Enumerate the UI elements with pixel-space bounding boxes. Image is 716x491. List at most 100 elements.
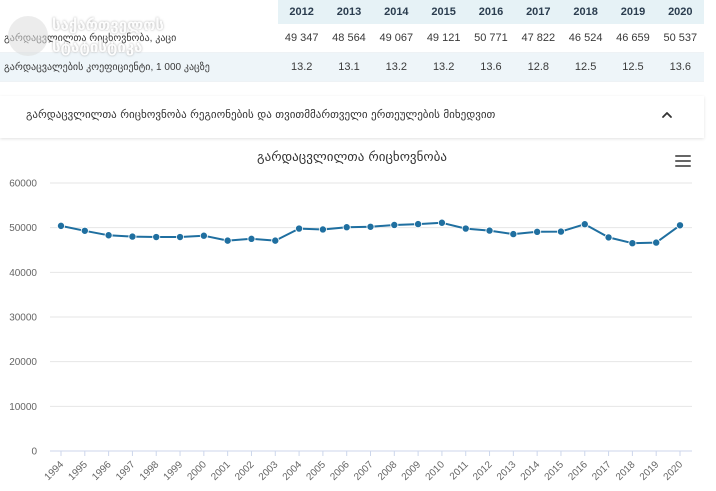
x-tick-label: 2011 [448, 459, 471, 482]
table-header-year: 2017 [514, 0, 562, 24]
data-point [604, 233, 613, 242]
table-cell: 12.5 [561, 52, 610, 82]
table-header-year: 2013 [325, 0, 373, 24]
x-tick-label: 2019 [638, 459, 662, 483]
x-tick-label: 2001 [209, 459, 233, 483]
data-point [580, 220, 589, 229]
data-point [271, 236, 280, 245]
y-tick-label: 20000 [9, 357, 37, 368]
x-tick-label: 1999 [162, 459, 186, 483]
x-tick-label: 2008 [376, 459, 400, 483]
data-point [152, 233, 161, 242]
y-tick-label: 40000 [9, 268, 37, 279]
y-tick-label: 30000 [9, 313, 37, 324]
table-cell: 13.2 [419, 52, 468, 82]
x-tick-label: 2005 [304, 459, 328, 483]
data-point [461, 224, 470, 233]
x-tick-label: 2000 [185, 459, 209, 483]
table-cell: 46 659 [609, 24, 657, 53]
x-tick-label: 2010 [424, 459, 448, 483]
table-header-year: 2015 [419, 0, 468, 24]
stats-table-container: 2012 2013 2014 2015 2016 2017 2018 2019 … [0, 0, 704, 82]
table-header-year: 2016 [467, 0, 515, 24]
chevron-up-icon[interactable] [660, 108, 674, 122]
table-cell: 13.6 [656, 52, 704, 82]
x-tick-label: 2013 [495, 459, 519, 483]
table-cell: 49 121 [419, 24, 468, 53]
table-header-year: 2012 [278, 0, 326, 24]
x-tick-label: 2004 [281, 459, 305, 483]
x-tick-label: 1997 [114, 459, 138, 483]
table-cell: 49 067 [372, 24, 420, 53]
x-tick-label: 2006 [328, 459, 352, 483]
data-point [57, 221, 66, 230]
x-tick-label: 2018 [614, 459, 638, 483]
table-cell: 46 524 [561, 24, 610, 53]
data-point [342, 223, 351, 232]
data-point [390, 220, 399, 229]
table-cell: 49 347 [278, 24, 326, 53]
stats-table: 2012 2013 2014 2015 2016 2017 2018 2019 … [0, 0, 704, 82]
data-point [509, 230, 518, 239]
data-point [556, 227, 565, 236]
data-point [414, 220, 423, 229]
data-point [199, 231, 208, 240]
table-header-blank [0, 0, 278, 24]
data-point [176, 233, 185, 242]
row-label: გარდაცვალების კოეფიციენტი, 1 000 კაცზე [0, 52, 278, 82]
x-tick-label: 2017 [590, 459, 614, 483]
x-tick-label: 2009 [400, 459, 424, 483]
data-point [485, 226, 494, 235]
data-point [652, 238, 661, 247]
x-tick-label: 2015 [543, 459, 567, 483]
menu-bar [675, 160, 691, 162]
table-cell: 50 771 [467, 24, 515, 53]
x-tick-label: 2014 [519, 459, 543, 483]
x-tick-label: 1994 [43, 459, 67, 483]
table-cell: 12.5 [609, 52, 657, 82]
hamburger-menu-icon[interactable] [675, 155, 691, 168]
table-cell: 47 822 [514, 24, 562, 53]
table-header-row: 2012 2013 2014 2015 2016 2017 2018 2019 … [0, 0, 704, 24]
data-point [104, 231, 113, 240]
logo-text-line1: საქართველოს [52, 16, 164, 34]
table-cell: 12.8 [514, 52, 562, 82]
table-header-year: 2019 [609, 0, 657, 24]
table-cell: 48 564 [325, 24, 373, 53]
x-tick-label: 2020 [662, 459, 686, 483]
x-tick-label: 1996 [90, 459, 114, 483]
data-point [295, 224, 304, 233]
y-tick-label: 60000 [9, 179, 37, 190]
data-point [533, 227, 542, 236]
data-point [366, 222, 375, 231]
table-cell: 13.2 [278, 52, 326, 82]
table-cell: 50 537 [656, 24, 704, 53]
x-tick-label: 2007 [352, 459, 376, 483]
data-point [628, 239, 637, 248]
chart-title: გარდაცვლილთა რიცხოვნობა [257, 150, 447, 165]
menu-bar [675, 155, 691, 157]
x-tick-label: 1998 [138, 459, 162, 483]
y-tick-label: 50000 [9, 223, 37, 234]
data-point [247, 234, 256, 243]
x-tick-label: 2003 [257, 459, 281, 483]
table-header-year: 2014 [372, 0, 420, 24]
section-header[interactable]: გარდაცვლილთა რიცხოვნობა რეგიონების და თვ… [0, 96, 704, 138]
table-header-year: 2020 [656, 0, 704, 24]
x-tick-label: 1995 [66, 459, 90, 483]
logo-text-line2: სტატისტიკა [52, 38, 143, 56]
data-point [318, 225, 327, 234]
table-row: გარდაცვალების კოეფიციენტი, 1 000 კაცზე 1… [0, 52, 704, 82]
logo-emblem-icon [8, 16, 48, 56]
data-point [80, 226, 89, 235]
y-tick-label: 10000 [9, 402, 37, 413]
menu-bar [675, 165, 691, 167]
table-header-year: 2018 [561, 0, 610, 24]
table-cell: 13.2 [372, 52, 420, 82]
data-point [437, 218, 446, 227]
section-title: გარდაცვლილთა რიცხოვნობა რეგიონების და თვ… [26, 108, 496, 121]
geostat-logo: საქართველოს სტატისტიკა [8, 14, 178, 64]
table-cell: 13.1 [325, 52, 373, 82]
x-tick-label: 2016 [566, 459, 590, 483]
